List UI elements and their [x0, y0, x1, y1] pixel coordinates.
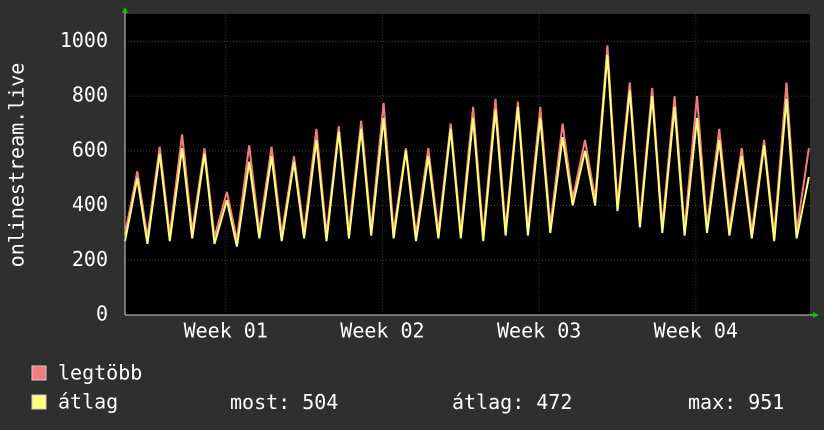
y-arrow [122, 7, 128, 13]
legend-swatch [31, 394, 47, 410]
y-tick-label: 1000 [60, 28, 108, 52]
stat-label: most: [230, 390, 290, 414]
y-tick-label: 600 [72, 137, 108, 161]
stat-label: átlag: [452, 390, 524, 414]
stat-value: 951 [748, 390, 784, 414]
x-arrow [813, 312, 819, 318]
stat: most: 504 [230, 390, 338, 414]
series-line [124, 54, 810, 247]
stat-value: 472 [536, 390, 572, 414]
stat-value: 504 [302, 390, 338, 414]
legend-swatch [31, 365, 47, 381]
y-tick-label: 200 [72, 247, 108, 271]
x-tick-label: Week 04 [654, 319, 738, 343]
x-tick-label: Week 02 [340, 319, 424, 343]
stat: max: 951 [688, 390, 784, 414]
y-tick-label: 800 [72, 83, 108, 107]
stat: átlag: 472 [452, 390, 572, 414]
labels: 0 200 400 600 800 1000 Week 01 Week 02 Week 03 We… [31, 28, 784, 414]
stat-label: max: [688, 390, 736, 414]
y-axis-label: onlinestream.live [5, 63, 29, 268]
x-tick-label: Week 03 [497, 319, 581, 343]
legend-label: legtöbb [58, 361, 142, 385]
legend-label: átlag [58, 390, 118, 414]
y-tick-label: 400 [72, 192, 108, 216]
lines [124, 45, 810, 247]
y-tick-label: 0 [96, 302, 108, 326]
x-tick-label: Week 01 [184, 319, 268, 343]
